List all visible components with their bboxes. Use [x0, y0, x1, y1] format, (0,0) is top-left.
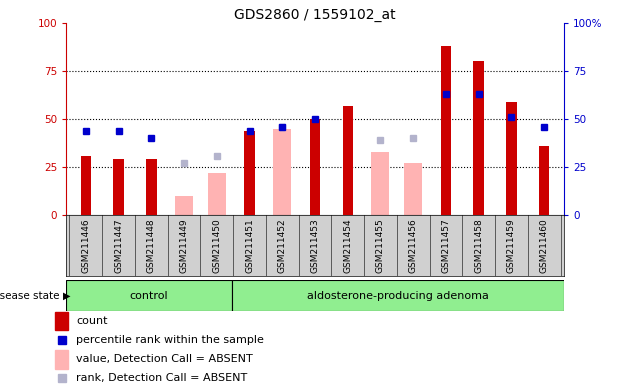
- Text: GSM211457: GSM211457: [442, 218, 450, 273]
- Bar: [175, 196, 193, 215]
- Bar: [81, 156, 91, 215]
- Bar: [244, 131, 255, 215]
- Bar: [372, 152, 389, 215]
- Text: ▶: ▶: [63, 291, 71, 301]
- Text: percentile rank within the sample: percentile rank within the sample: [76, 335, 264, 345]
- Text: control: control: [130, 291, 168, 301]
- Text: disease state: disease state: [0, 291, 63, 301]
- Text: GSM211452: GSM211452: [278, 218, 287, 273]
- Bar: [146, 159, 156, 215]
- Text: rank, Detection Call = ABSENT: rank, Detection Call = ABSENT: [76, 373, 248, 383]
- Text: GSM211453: GSM211453: [311, 218, 319, 273]
- Text: GSM211458: GSM211458: [474, 218, 483, 273]
- Bar: [539, 146, 549, 215]
- Bar: [474, 61, 484, 215]
- Bar: [55, 350, 68, 369]
- Bar: [507, 102, 517, 215]
- Bar: [343, 106, 353, 215]
- Text: count: count: [76, 316, 108, 326]
- Bar: [66, 280, 232, 311]
- Bar: [404, 163, 422, 215]
- Text: value, Detection Call = ABSENT: value, Detection Call = ABSENT: [76, 354, 253, 364]
- Bar: [441, 46, 451, 215]
- Text: GSM211456: GSM211456: [409, 218, 418, 273]
- Bar: [55, 312, 68, 330]
- Text: GSM211448: GSM211448: [147, 218, 156, 273]
- Bar: [273, 129, 291, 215]
- Bar: [208, 173, 226, 215]
- Text: GSM211459: GSM211459: [507, 218, 516, 273]
- Text: GSM211449: GSM211449: [180, 218, 188, 273]
- Bar: [310, 119, 320, 215]
- Text: GSM211447: GSM211447: [114, 218, 123, 273]
- Text: GSM211455: GSM211455: [376, 218, 385, 273]
- Bar: [232, 280, 564, 311]
- Bar: [113, 159, 123, 215]
- Text: GSM211446: GSM211446: [81, 218, 90, 273]
- Text: GSM211460: GSM211460: [540, 218, 549, 273]
- Text: GSM211450: GSM211450: [212, 218, 221, 273]
- Title: GDS2860 / 1559102_at: GDS2860 / 1559102_at: [234, 8, 396, 22]
- Text: aldosterone-producing adenoma: aldosterone-producing adenoma: [307, 291, 489, 301]
- Text: GSM211451: GSM211451: [245, 218, 254, 273]
- Text: GSM211454: GSM211454: [343, 218, 352, 273]
